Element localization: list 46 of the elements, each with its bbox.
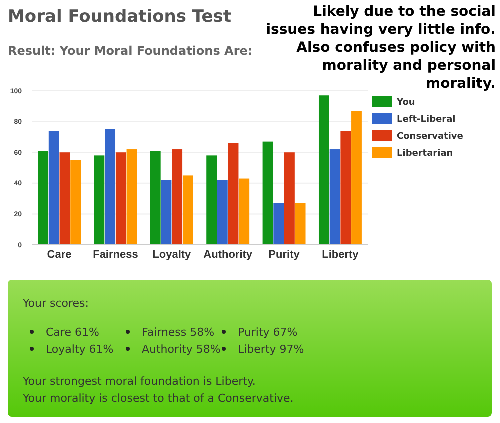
bar <box>70 160 82 245</box>
bar <box>38 151 48 245</box>
text: Purity 67% <box>238 326 298 339</box>
bar <box>330 150 340 245</box>
text: Your strongest moral foundation is Liberty. <box>22 375 256 388</box>
chart-subtitle: Result: Your Moral Foundations Are: <box>8 44 253 58</box>
bar <box>161 180 172 245</box>
chart-title: Moral Foundations Test <box>8 7 232 27</box>
bar <box>182 176 194 245</box>
bar <box>126 150 138 245</box>
bar <box>116 152 126 245</box>
legend-label: Libertarian <box>397 149 454 159</box>
bar <box>206 156 218 245</box>
bar <box>318 96 330 245</box>
text: Your morality is closest to that of a Conservative. <box>22 392 294 405</box>
bar <box>239 178 250 245</box>
bar <box>105 130 116 245</box>
bar <box>284 152 295 245</box>
bar <box>228 143 239 245</box>
bar <box>340 131 352 245</box>
bar <box>295 203 306 245</box>
text: Loyalty 61% <box>46 343 114 356</box>
x-tick-label: Loyalty <box>152 248 192 261</box>
bar <box>172 150 183 245</box>
bar <box>352 111 362 245</box>
bar <box>217 180 228 245</box>
bar <box>60 152 70 245</box>
bar <box>94 156 105 245</box>
text: Authority 58% <box>142 343 221 356</box>
text: Care 61% <box>46 326 100 339</box>
bar <box>48 131 60 245</box>
x-tick-label: Care <box>47 248 72 261</box>
x-tick-label: Authority <box>204 248 254 261</box>
bar <box>274 203 284 245</box>
legend-label: Conservative <box>397 132 464 142</box>
text: Fairness 58% <box>142 326 215 339</box>
x-tick-label: Fairness <box>93 248 138 261</box>
text: Liberty 97% <box>238 343 304 356</box>
bar <box>150 151 161 245</box>
x-tick-label: Liberty <box>322 248 360 261</box>
annotation: Likely due to the social issues having very little info. Also confuses policy with morality and personal morality. <box>266 4 496 92</box>
legend-label: You <box>396 98 416 108</box>
bar <box>262 142 274 245</box>
text: Your scores: <box>22 297 89 310</box>
legend-label: Left-Liberal <box>397 115 456 125</box>
x-tick-label: Purity <box>268 248 301 261</box>
